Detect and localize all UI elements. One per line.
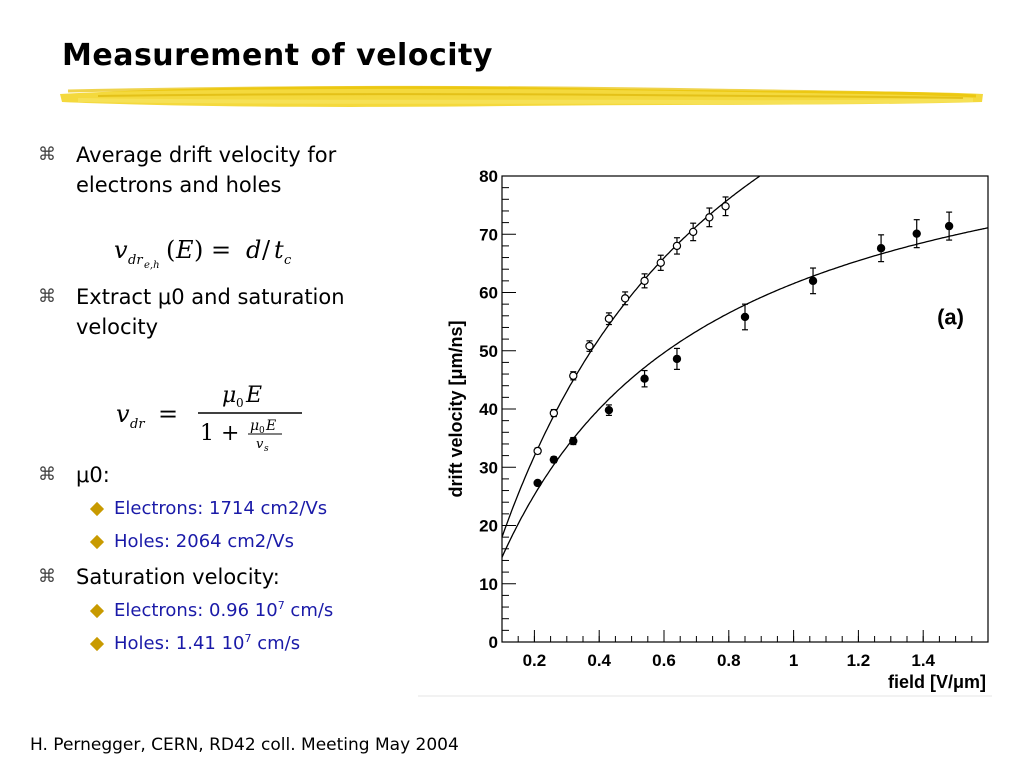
data-point-series-1 (569, 371, 578, 380)
data-point-series-1 (640, 276, 649, 286)
data-point-series-2 (740, 312, 750, 322)
command-icon: ⌘ (38, 464, 56, 485)
data-point-series-1 (688, 227, 698, 237)
data-point-series-1 (585, 341, 594, 351)
panel-label: (a) (937, 305, 964, 330)
value-text: Electrons: 0.96 10 (114, 600, 278, 621)
y-tick-label: 20 (479, 517, 498, 536)
drift-velocity-chart: 0.2 0.4 0.6 0.8 1 1.2 1.4 0 10 20 30 40 50 60 70 80 fiel… (418, 167, 992, 697)
slide-title: Measurement of velocity (62, 38, 493, 73)
x-axis-label: field [V/μm] (888, 672, 986, 692)
data-point-series-2 (944, 221, 954, 231)
data-point-series-1 (705, 213, 714, 222)
y-tick-label: 80 (479, 167, 498, 186)
svg-text:1 +: 1 + (200, 421, 239, 446)
data-point-series-1 (721, 202, 730, 211)
data-point-series-2 (808, 276, 818, 286)
data-point-series-1 (620, 294, 630, 303)
svg-text:E: E (265, 418, 276, 434)
command-icon: ⌘ (38, 566, 56, 587)
x-tick-label: 0.8 (717, 651, 741, 670)
data-point-series-1 (533, 446, 542, 456)
svg-text:c: c (284, 253, 292, 268)
y-tick-label: 10 (479, 575, 498, 594)
data-point-series-1 (656, 258, 665, 267)
svg-text:s: s (264, 444, 269, 454)
svg-text:d: d (246, 236, 261, 264)
svg-text:e,h: e,h (144, 260, 160, 271)
bullet-text: Saturation velocity: (76, 565, 280, 589)
svg-text:μ: μ (250, 418, 259, 434)
slide-footer: H. Pernegger, CERN, RD42 coll. Meeting M… (30, 735, 459, 755)
svg-text:/: / (262, 236, 271, 264)
y-tick-label: 60 (479, 284, 498, 303)
data-point-series-1 (672, 241, 682, 251)
svg-text:dr: dr (130, 417, 145, 432)
formula-drift-velocity: v dr e,h ( E ) = d / t c (114, 236, 292, 271)
exponent: 7 (277, 599, 285, 612)
fit-curve-series-1 (501, 175, 760, 538)
sub-bullet-text: Holes: 2064 cm2/Vs (114, 531, 294, 552)
y-tick-label: 30 (479, 458, 498, 477)
data-point-series-2 (876, 244, 886, 253)
sub-bullet-text: Electrons: 0.96 107 cm/s (114, 598, 333, 624)
data-point-series-2 (640, 374, 649, 383)
fit-curve-series-2 (501, 227, 989, 558)
unit-text: cm/s (284, 600, 334, 621)
y-tick-label: 40 (479, 400, 498, 419)
data-point-series-2 (569, 436, 578, 446)
data-point-series-1 (549, 408, 559, 418)
bullet-text: Extract μ0 and saturation velocity (76, 285, 345, 339)
data-point-series-2 (549, 455, 559, 464)
svg-text:dr: dr (128, 253, 143, 268)
plot-frame (501, 175, 989, 643)
svg-text:t: t (274, 236, 284, 264)
bullet-text: Average drift velocity for electrons and… (76, 143, 337, 197)
svg-text:v: v (114, 236, 128, 264)
diamond-bullet-icon (89, 501, 105, 517)
svg-text:0: 0 (236, 396, 244, 410)
data-point-series-2 (912, 229, 921, 238)
diamond-bullet-icon (89, 534, 105, 550)
svg-text:(: ( (166, 236, 175, 264)
data-point-series-2 (604, 405, 614, 415)
y-tick-label: 50 (479, 342, 498, 361)
data-point-series-2 (672, 354, 682, 364)
x-tick-label: 1 (789, 651, 798, 670)
formula-velocity-model: v dr = μ 0 E 1 + μ 0 E v s (116, 383, 302, 454)
svg-text:μ: μ (222, 383, 236, 408)
x-tick-label: 1.4 (911, 651, 935, 670)
x-tick-label: 0.4 (587, 651, 611, 670)
svg-text:) =: ) = (194, 236, 231, 264)
y-tick-label: 0 (489, 633, 498, 652)
x-tick-label: 0.2 (523, 651, 547, 670)
svg-text:0: 0 (259, 426, 265, 436)
svg-text:=: = (158, 400, 178, 428)
svg-text:E: E (245, 383, 262, 408)
sub-bullet-text: Electrons: 1714 cm2/Vs (114, 498, 328, 519)
svg-text:v: v (256, 437, 264, 452)
exponent: 7 (244, 632, 252, 645)
title-highlight-stroke (60, 85, 983, 107)
bullet-text: μ0: (76, 463, 110, 487)
command-icon: ⌘ (38, 286, 56, 307)
sub-bullet-text: Holes: 1.41 107 cm/s (114, 631, 300, 657)
data-point-series-2 (533, 478, 542, 488)
y-axis-label: drift velocity [μm/ns] (446, 320, 466, 497)
svg-text:E: E (175, 236, 194, 264)
value-text: Holes: 1.41 10 (114, 633, 245, 654)
command-icon: ⌘ (38, 144, 56, 165)
x-tick-label: 0.6 (652, 651, 676, 670)
diamond-bullet-icon (89, 636, 105, 652)
x-tick-label: 1.2 (847, 651, 871, 670)
y-tick-label: 70 (479, 225, 498, 244)
svg-text:v: v (116, 400, 130, 428)
data-point-series-1 (604, 314, 614, 323)
diamond-bullet-icon (89, 603, 105, 619)
unit-text: cm/s (251, 633, 301, 654)
